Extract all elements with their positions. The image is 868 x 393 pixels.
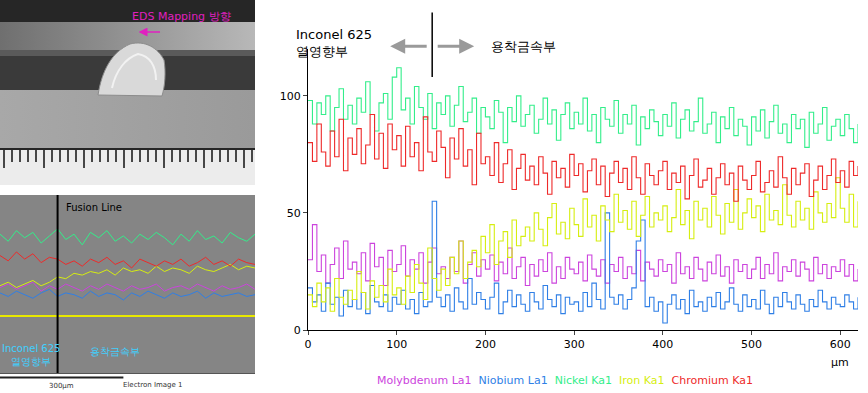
svg-text:용착금속부: 용착금속부 [90,346,140,357]
svg-text:300µm: 300µm [49,382,74,390]
svg-text:Fusion Line: Fusion Line [66,202,122,213]
svg-text:400: 400 [652,338,673,351]
svg-text:Molybdenum La1 Niobium La1 N: Molybdenum La1 Niobium La1 Nickel Ka1 Ir… [377,374,753,387]
svg-text:200: 200 [475,338,496,351]
svg-text:EDS Mapping 방향: EDS Mapping 방향 [132,10,231,23]
svg-text:100: 100 [280,90,301,103]
svg-text:Electron Image 1: Electron Image 1 [123,381,183,389]
svg-text:0: 0 [305,338,312,351]
svg-text:용착금속부: 용착금속부 [491,39,556,54]
svg-text:100: 100 [386,338,407,351]
svg-text:µm: µm [831,356,849,369]
svg-text:300: 300 [564,338,585,351]
svg-text:Inconel 625열영향부: Inconel 625열영향부 [2,343,60,367]
svg-text:Inconel 625열영향부: Inconel 625열영향부 [296,27,372,59]
svg-text:0: 0 [294,324,301,337]
svg-text:50: 50 [287,207,301,220]
svg-text:500: 500 [741,338,762,351]
svg-text:600: 600 [830,338,851,351]
